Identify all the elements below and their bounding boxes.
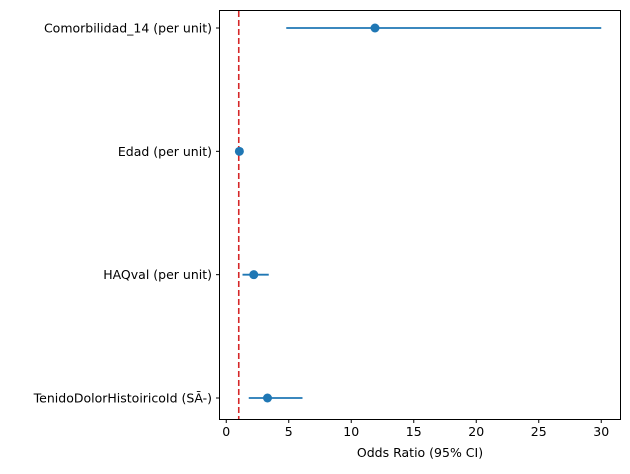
- y-tick-label: Edad (per unit): [118, 144, 212, 159]
- point-estimate: [370, 23, 380, 33]
- y-tick-label: TenidoDolorHistoiricoId (SĀ-): [33, 391, 212, 406]
- x-tick-label: 20: [468, 424, 484, 439]
- x-tick-label: 30: [593, 424, 609, 439]
- x-tick-label: 5: [285, 424, 293, 439]
- y-tick-label: HAQval (per unit): [103, 267, 212, 282]
- x-tick-label: 10: [343, 424, 359, 439]
- x-axis: 0 5 10 15 20 25 30: [222, 419, 609, 439]
- marks-layer: [234, 23, 602, 403]
- point-estimate: [234, 146, 244, 156]
- x-axis-label: Odds Ratio (95% CI): [357, 445, 483, 460]
- y-axis: Comorbilidad_14 (per unit) Edad (per unit…: [33, 21, 220, 406]
- point-estimate: [249, 270, 259, 280]
- plot-frame: [219, 10, 621, 420]
- y-tick-label: Comorbilidad_14 (per unit): [44, 21, 212, 36]
- x-tick-label: 15: [406, 424, 422, 439]
- x-tick-label: 25: [531, 424, 547, 439]
- x-tick-label: 0: [222, 424, 230, 439]
- point-estimate: [263, 393, 272, 403]
